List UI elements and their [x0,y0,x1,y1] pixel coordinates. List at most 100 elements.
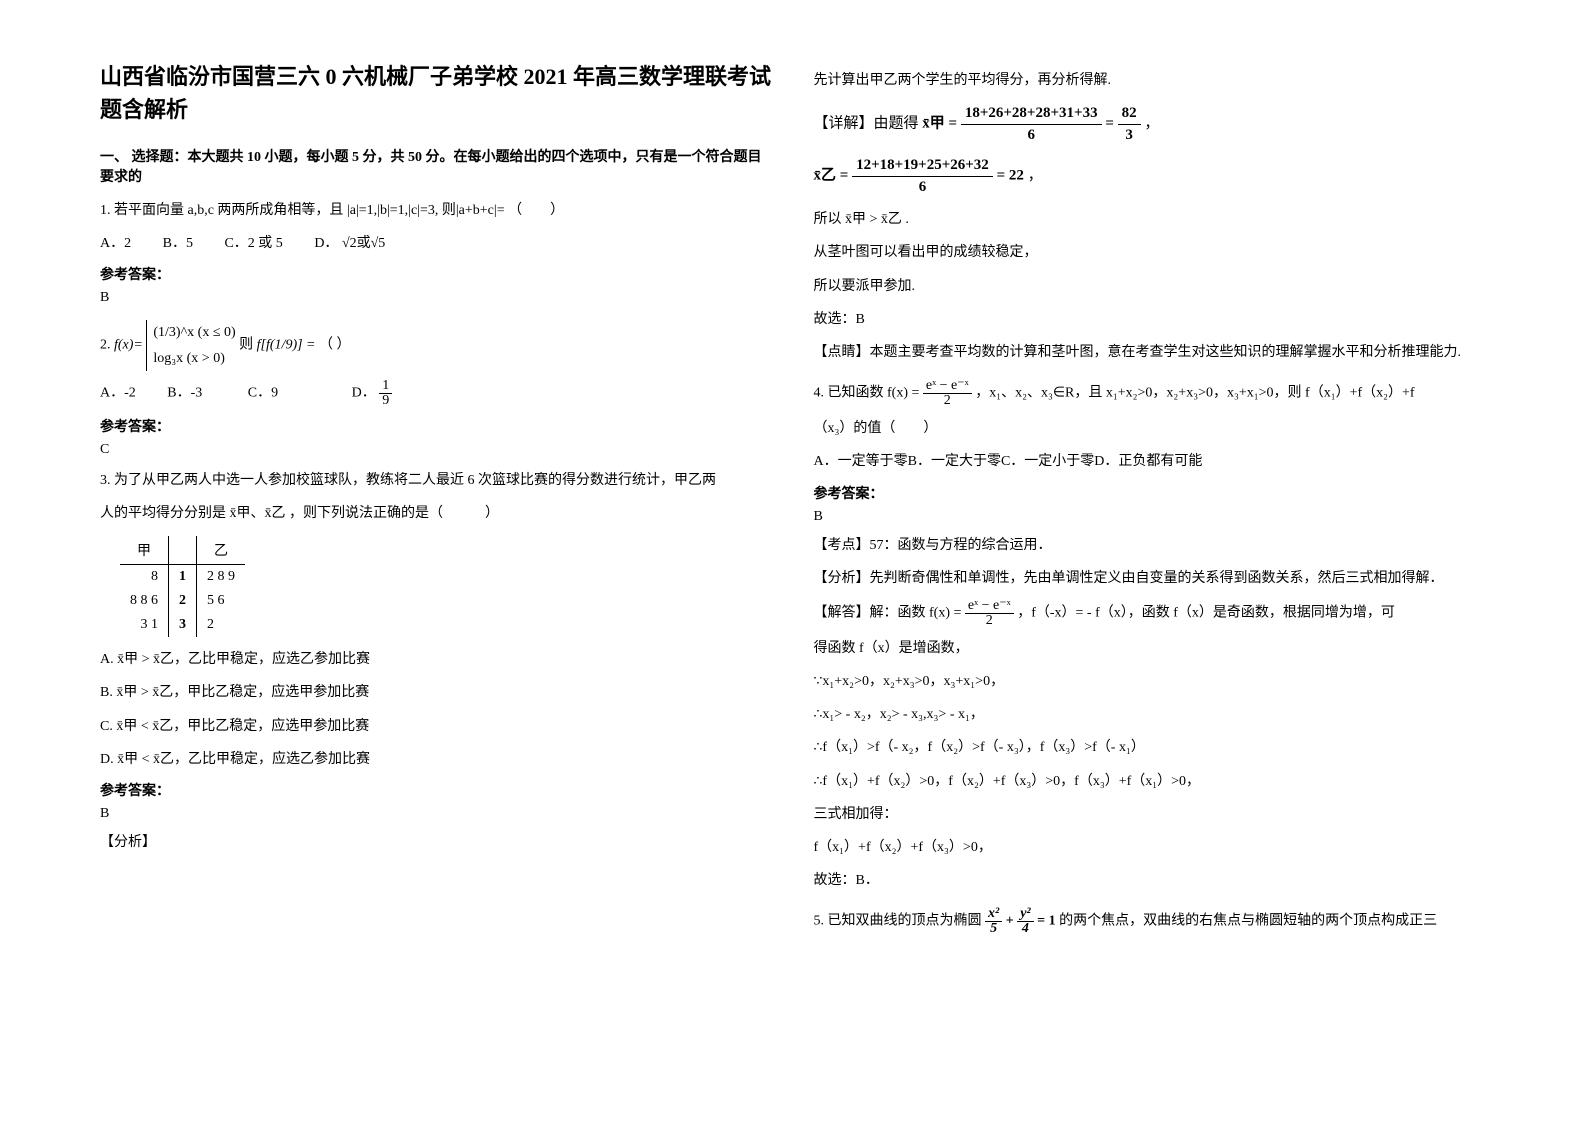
q4-cond: ，x₁、x₂、x₃∈R，且 x₁+x₂>0，x₂+x₃>0，x₃+x₁>0，则 … [975,386,1414,401]
q5-plus: + [1006,914,1014,929]
r-dianjing: 【点睛】本题主要考查平均数的计算和茎叶图，意在考查学生对这些知识的理解掌握水平和… [814,340,1488,365]
q4-l1: ∵x₁+x₂>0，x₂+x₃>0，x₃+x₁>0， [814,669,1488,694]
r-so4: 故选：B [814,307,1488,332]
q4-func-num: eˣ − e⁻ˣ [923,379,972,394]
q4-jd-frac: eˣ − e⁻ˣ 2 [965,599,1014,628]
q4-l2: ∴x₁> - x₂，x₂> - x₃,x₃> - x₁， [814,702,1488,727]
q4-func-den: 2 [923,394,972,408]
q1-ans-label: 参考答案： [100,264,774,284]
q2-paren: （ ） [319,338,351,353]
q3-stem2: 人的平均得分分别是 x̄甲、x̄乙 ，则下列说法正确的是（ ） [100,501,774,526]
mean-jia-formula: 【详解】由题得 x̄甲 = 18+26+28+28+31+33 6 = 82 3… [814,103,1488,145]
q4-kd: 【考点】57：函数与方程的综合运用． [814,533,1488,558]
q4-jd-den: 2 [965,614,1014,628]
q4-jd-num: eˣ − e⁻ˣ [965,599,1014,614]
r-so2: 从茎叶图可以看出甲的成绩较稳定， [814,240,1488,265]
q4-opts: A．一定等于零B．一定大于零C．一定小于零D．正负都有可能 [814,449,1488,474]
cell-m: 2 [169,589,197,613]
q3-ans-label: 参考答案： [100,780,774,800]
stemleaf-table: 甲 乙 8 1 2 8 9 8 8 6 2 5 6 3 1 3 2 [120,536,245,637]
r-so3: 所以要派甲参加. [814,274,1488,299]
q3-stem2-mid: x̄甲、x̄乙 [230,506,286,521]
left-column: 山西省临汾市国营三六 0 六机械厂子弟学校 2021 年高三数学理联考试题含解析… [80,60,794,1062]
q5-frac2: y² 4 [1017,907,1033,936]
q3-optD: D. x̄甲 < x̄乙，乙比甲稳定，应选乙参加比赛 [100,747,774,772]
q3-ans: B [100,806,774,822]
q2-num: 2. [100,338,111,353]
mean-jia-lhs: x̄甲 = [922,116,957,132]
q4-jd: 【解答】解：函数 f(x) = eˣ − e⁻ˣ 2 ，f（-x）= - f（x… [814,599,1488,628]
q2-piece-top: (1/3)^x (x ≤ 0) [153,320,235,345]
q2-options: A．-2 B．-3 C．9 D． 1 9 [100,379,774,408]
q4-l4: ∴f（x₁）+f（x₂）>0，f（x₂）+f（x₃）>0，f（x₃）+f（x₁）… [814,769,1488,794]
q4-prefix: 4. 已知函数 [814,386,884,401]
q1-options: A．2 B．5 C．2 或 5 D． √2或√5 [100,231,774,256]
q5-stem: 5. 已知双曲线的顶点为椭圆 x² 5 + y² 4 = 1 的两个焦点，双曲线… [814,907,1488,936]
q2-optC: C．9 [248,385,278,400]
comma2: ， [1028,168,1043,184]
q5-num1: x² [985,907,1002,922]
q3-stem2-prefix: 人的平均得分分别是 [100,506,226,521]
cell-l: 8 8 6 [120,589,169,613]
q4-fx: 【分析】先判断奇偶性和单调性，先由单调性定义由自变量的关系得到函数关系，然后三式… [814,566,1488,591]
q5-den2: 4 [1017,922,1033,936]
table-row: 8 1 2 8 9 [120,565,245,590]
q3-optC: C. x̄甲 < x̄乙，甲比乙稳定，应选甲参加比赛 [100,714,774,739]
q1-optB: B．5 [163,236,193,251]
page-title: 山西省临汾市国营三六 0 六机械厂子弟学校 2021 年高三数学理联考试题含解析 [100,60,774,126]
r-so1: 所以 x̄甲 > x̄乙 . [814,207,1488,232]
q2-func-lhs: f(x)= [114,338,143,353]
mean-yi-lhs: x̄乙 = [814,168,849,184]
cell-m: 3 [169,613,197,637]
q5-num2: y² [1017,907,1033,922]
q5-den1: 5 [985,922,1002,936]
section-heading: 一、 选择题：本大题共 10 小题，每小题 5 分，共 50 分。在每小题给出的… [100,146,774,186]
detail-label: 【详解】由题得 [814,116,919,132]
q2-then-math: f[f(1/9)] = [257,338,316,353]
q2-piece-bot: log₃x (x > 0) [153,346,235,371]
mean-jia-frac2: 82 3 [1118,103,1141,145]
q1-cond: |a|=1,|b|=1,|c|=3, [347,203,438,218]
mean-yi-num: 12+18+19+25+26+32 [852,155,993,177]
cell-l: 3 1 [120,613,169,637]
q1-optD-prefix: D． [314,236,338,251]
q2-optD-den: 9 [379,394,392,408]
q3-stem1: 3. 为了从甲乙两人中选一人参加校篮球队，教练将二人最近 6 次篮球比赛的得分数… [100,468,774,493]
q4-l6: f（x₁）+f（x₂）+f（x₃）>0， [814,835,1488,860]
q2-optD-num: 1 [379,379,392,394]
q5-frac1: x² 5 [985,907,1002,936]
q1-optA: A．2 [100,236,131,251]
q4-jd-label: 【解答】解：函数 [814,606,926,621]
q4-l7: 故选：B． [814,868,1488,893]
q1-then: 则|a+b+c|= （ ） [442,203,564,218]
q2-piecewise: (1/3)^x (x ≤ 0) log₃x (x > 0) [146,320,235,370]
q5-suffix: 的两个焦点，双曲线的右焦点与椭圆短轴的两个顶点构成正三 [1059,914,1437,929]
q5-prefix: 5. 已知双曲线的顶点为椭圆 [814,914,982,929]
q3-optB: B. x̄甲 > x̄乙，甲比乙稳定，应选甲参加比赛 [100,680,774,705]
q2-ans-label: 参考答案： [100,416,774,436]
cell-m: 1 [169,565,197,590]
q4-jd-func-lhs: f(x) = [929,606,961,621]
q2-optD-frac: 1 9 [379,379,392,408]
table-row: 8 8 6 2 5 6 [120,589,245,613]
q4-cond2: （x₃）的值（ ） [814,416,1488,441]
q4-func-frac: eˣ − e⁻ˣ 2 [923,379,972,408]
mean-jia-num: 18+26+28+28+31+33 [961,103,1102,125]
q5-rhs: = 1 [1037,914,1055,929]
q4-l5: 三式相加得： [814,802,1488,827]
mean-jia-den: 6 [961,125,1102,146]
cell-l: 8 [120,565,169,590]
q4-jd-line2: 得函数 f（x）是增函数， [814,636,1488,661]
q1-stem-prefix: 1. 若平面向量 a,b,c 两两所成角相等，且 [100,203,343,218]
q3-optA: A. x̄甲 > x̄乙，乙比甲稳定，应选乙参加比赛 [100,647,774,672]
q1-optC: C．2 或 5 [224,236,282,251]
q1-ans: B [100,290,774,306]
mean-jia-frac1: 18+26+28+28+31+33 6 [961,103,1102,145]
q2-optB: B．-3 [167,385,202,400]
mean-yi-eq: = 22 [997,168,1024,184]
cell-r: 5 6 [197,589,246,613]
q4-ans: B [814,509,1488,525]
eq-sign: = [1105,116,1114,132]
q4-stem: 4. 已知函数 f(x) = eˣ − e⁻ˣ 2 ，x₁、x₂、x₃∈R，且 … [814,379,1488,408]
table-head: 甲 乙 [120,536,245,565]
